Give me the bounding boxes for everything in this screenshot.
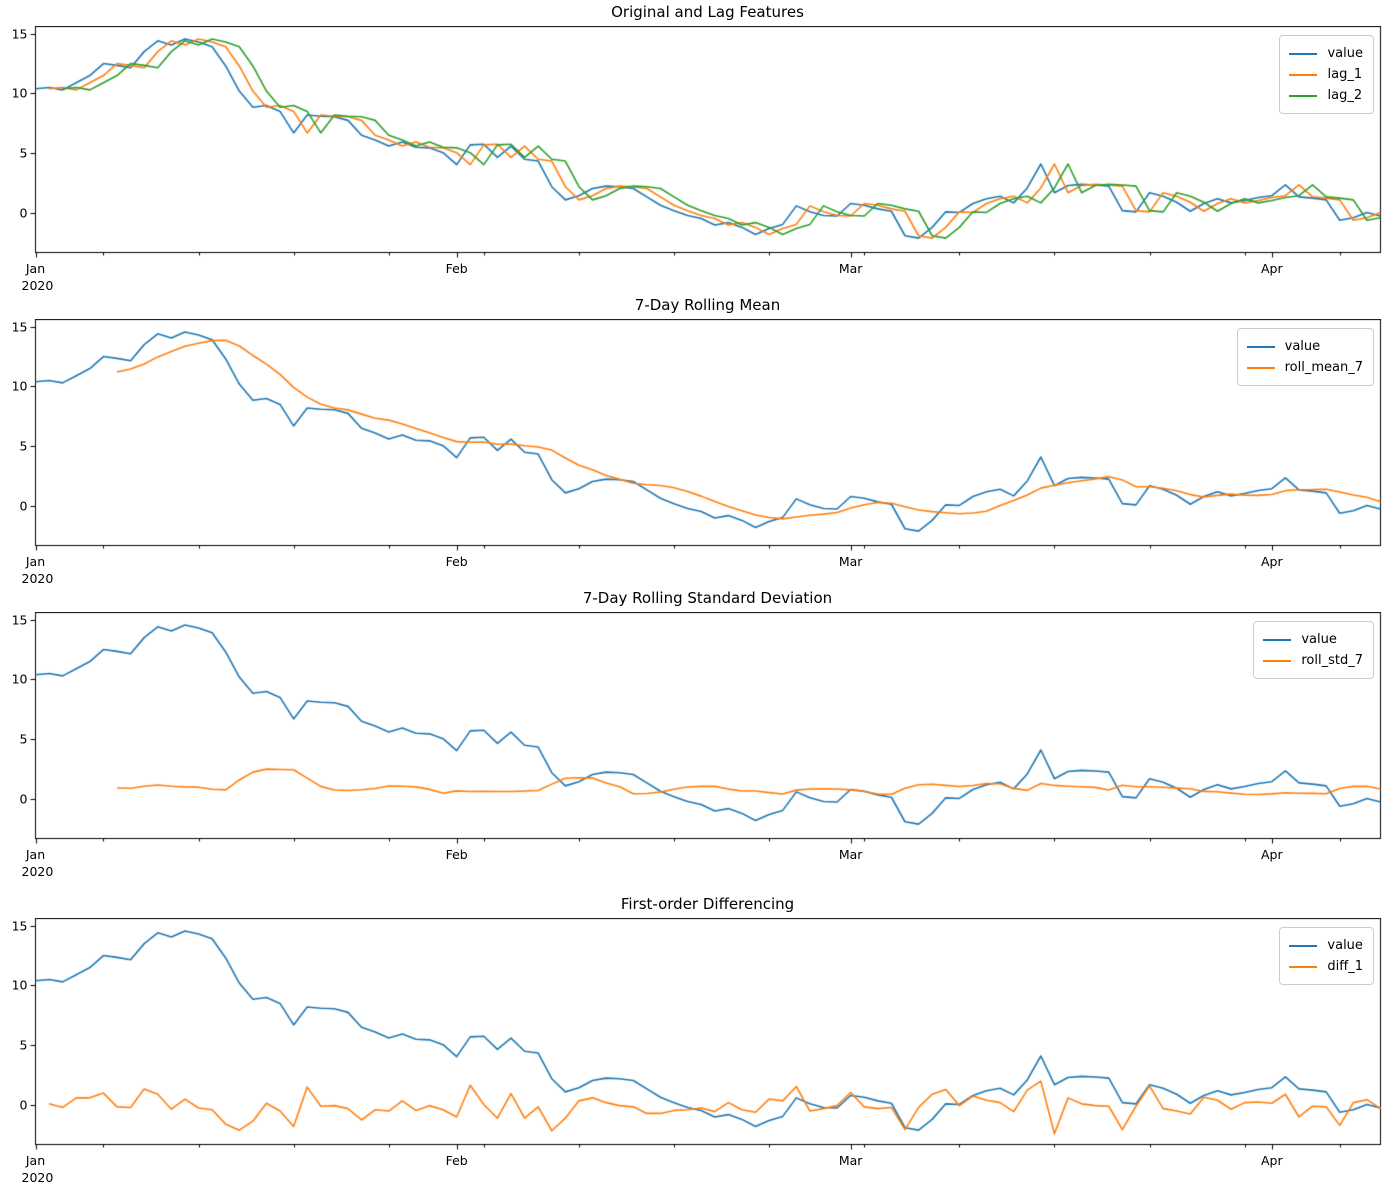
legend-label: lag_2 — [1327, 88, 1363, 103]
legend-line-sample — [1289, 94, 1318, 97]
x-tick-label: Mar — [838, 553, 863, 569]
chart-title: First-order Differencing — [620, 895, 795, 913]
y-tick-label: 0 — [19, 205, 28, 221]
subplot-original-lag-features: Original and Lag Features value lag_1 la… — [0, 2, 1389, 306]
x-tick-label: Feb — [445, 1152, 468, 1168]
legend-line-sample — [1289, 73, 1318, 76]
x-tick-label: Mar — [838, 260, 863, 276]
y-tick-label: 5 — [19, 1037, 28, 1053]
legend-line-sample — [1246, 345, 1275, 348]
legend-label: value — [1327, 46, 1363, 61]
x-tick-label: Apr — [1261, 1152, 1283, 1168]
x-tick-label: Apr — [1261, 553, 1283, 569]
x-tick-label: Apr — [1261, 846, 1283, 862]
legend: value roll_std_7 — [1253, 621, 1374, 679]
y-tick-label: 5 — [19, 145, 28, 161]
x-tick-label: Jan — [25, 553, 46, 569]
y-tick-label: 10 — [11, 378, 28, 394]
legend-label: roll_mean_7 — [1284, 360, 1363, 375]
x-tick-label: Mar — [838, 846, 863, 862]
y-tick-label: 15 — [11, 26, 28, 42]
legend: value lag_1 lag_2 — [1279, 35, 1374, 114]
plot-area: value diff_1 Jan Feb Mar Apr 2020 0 5 10 15 — [0, 918, 1389, 1189]
chart-canvas — [0, 319, 1389, 599]
legend-row: value — [1289, 43, 1363, 64]
legend-line-sample — [1263, 659, 1292, 662]
y-tick-label: 10 — [11, 977, 28, 993]
y-tick-label: 15 — [11, 918, 28, 934]
legend-row: roll_mean_7 — [1246, 357, 1363, 378]
x-tick-label: Jan — [25, 1152, 46, 1168]
y-tick-label: 0 — [19, 498, 28, 514]
plot-area: value lag_1 lag_2 Jan Feb Mar Apr 2020 0 5 10 15 — [0, 26, 1389, 306]
legend-label: roll_std_7 — [1301, 653, 1363, 668]
y-tick-label: 0 — [19, 791, 28, 807]
y-tick-label: 10 — [11, 671, 28, 687]
x-tick-label: Feb — [445, 553, 468, 569]
plot-area: value roll_mean_7 Jan Feb Mar Apr 2020 0 5 10 15 — [0, 319, 1389, 599]
legend-line-sample — [1263, 638, 1292, 641]
subplot-first-order-differencing: First-order Differencing value diff_1 Ja… — [0, 894, 1389, 1189]
legend-label: diff_1 — [1327, 959, 1363, 974]
legend: value roll_mean_7 — [1236, 328, 1374, 386]
chart-canvas — [0, 26, 1389, 306]
subplot-rolling-mean: 7-Day Rolling Mean value roll_mean_7 Jan… — [0, 295, 1389, 599]
x-tick-label: Jan — [25, 260, 46, 276]
subplot-rolling-std: 7-Day Rolling Standard Deviation value r… — [0, 588, 1389, 892]
legend-row: diff_1 — [1289, 956, 1363, 977]
legend-row: value — [1263, 629, 1363, 650]
plot-area: value roll_std_7 Jan Feb Mar Apr 2020 0 5 10 15 — [0, 612, 1389, 892]
x-axis-year-label: 2020 — [21, 277, 54, 293]
legend-label: lag_1 — [1327, 67, 1363, 82]
x-tick-label: Feb — [445, 260, 468, 276]
legend-label: value — [1284, 339, 1321, 354]
y-tick-label: 5 — [19, 731, 28, 747]
x-tick-label: Jan — [25, 846, 46, 862]
y-tick-label: 0 — [19, 1097, 28, 1113]
legend-row: value — [1289, 935, 1363, 956]
legend-line-sample — [1289, 944, 1318, 947]
chart-title: 7-Day Rolling Standard Deviation — [582, 589, 833, 607]
legend-line-sample — [1289, 965, 1318, 968]
chart-canvas — [0, 918, 1389, 1189]
chart-canvas — [0, 612, 1389, 892]
legend-line-sample — [1246, 366, 1275, 369]
x-tick-label: Feb — [445, 846, 468, 862]
y-tick-label: 15 — [11, 319, 28, 335]
legend-row: lag_2 — [1289, 85, 1363, 106]
legend: value diff_1 — [1279, 927, 1374, 985]
legend-label: value — [1301, 632, 1337, 647]
x-axis-year-label: 2020 — [21, 1169, 54, 1185]
x-tick-label: Mar — [838, 1152, 863, 1168]
legend-line-sample — [1289, 52, 1318, 55]
y-tick-label: 10 — [11, 85, 28, 101]
x-axis-year-label: 2020 — [21, 570, 54, 586]
y-tick-label: 5 — [19, 438, 28, 454]
legend-label: value — [1327, 938, 1363, 953]
x-axis-year-label: 2020 — [21, 863, 54, 879]
legend-row: roll_std_7 — [1263, 650, 1363, 671]
x-tick-label: Apr — [1261, 260, 1283, 276]
legend-row: lag_1 — [1289, 64, 1363, 85]
chart-title: 7-Day Rolling Mean — [634, 296, 781, 314]
chart-title: Original and Lag Features — [611, 3, 804, 21]
legend-row: value — [1246, 336, 1363, 357]
y-tick-label: 15 — [11, 612, 28, 628]
